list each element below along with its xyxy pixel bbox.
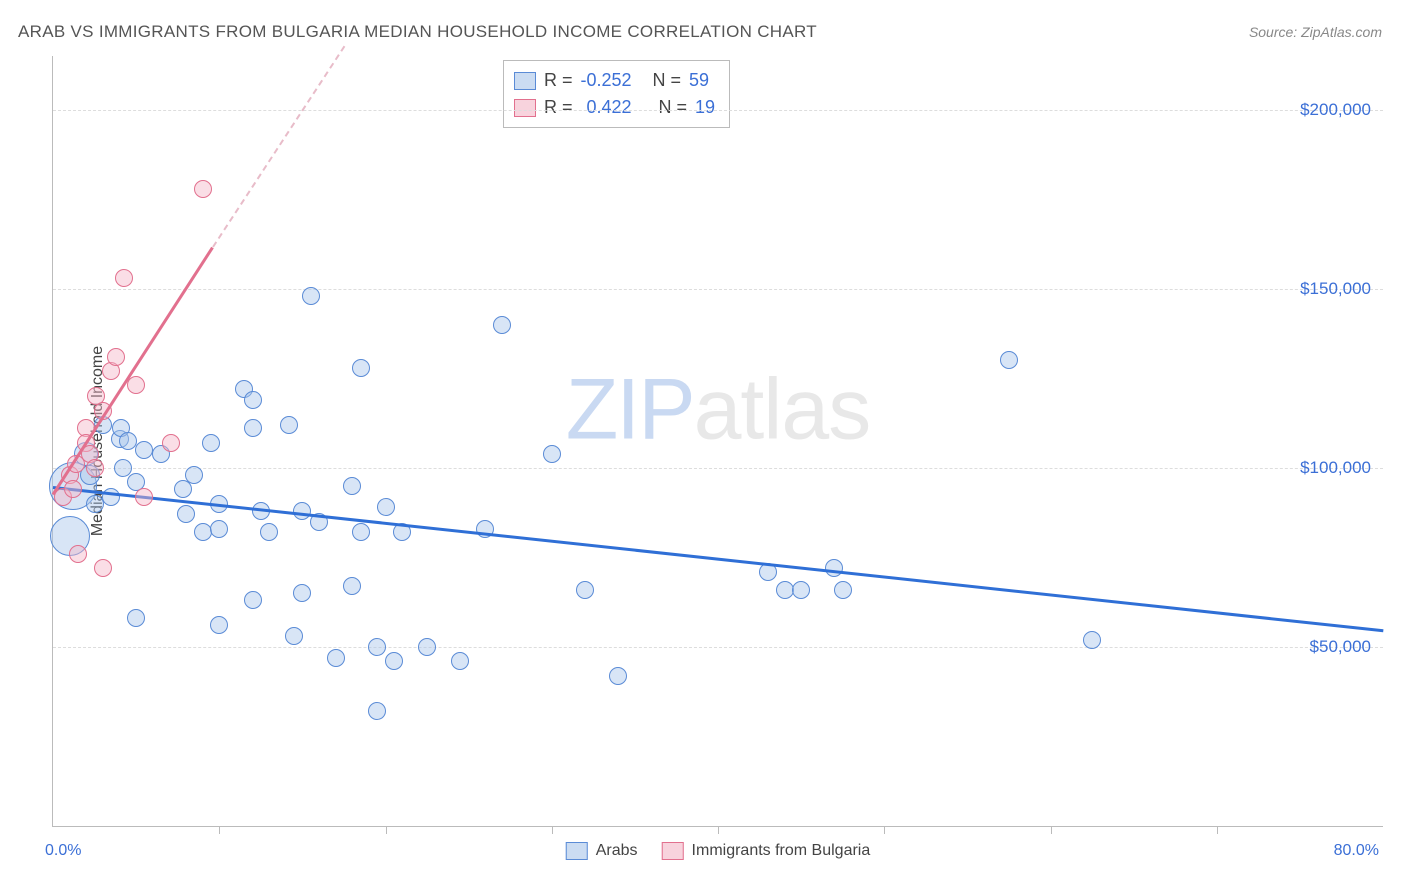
r-value-bulgaria: 0.422 bbox=[581, 94, 651, 121]
data-point-arabs bbox=[174, 480, 192, 498]
data-point-bulgaria bbox=[64, 480, 82, 498]
trend-line bbox=[53, 486, 1383, 632]
data-point-arabs bbox=[1000, 351, 1018, 369]
r-value-arabs: -0.252 bbox=[581, 67, 645, 94]
data-point-arabs bbox=[260, 523, 278, 541]
gridline bbox=[53, 289, 1383, 290]
y-tick-label: $100,000 bbox=[1300, 458, 1371, 478]
y-tick-label: $200,000 bbox=[1300, 100, 1371, 120]
data-point-arabs bbox=[368, 638, 386, 656]
data-point-arabs bbox=[244, 391, 262, 409]
gridline bbox=[53, 647, 1383, 648]
gridline bbox=[53, 468, 1383, 469]
series-legend: Arabs Immigrants from Bulgaria bbox=[566, 842, 871, 860]
swatch-bulgaria bbox=[514, 99, 536, 117]
data-point-arabs bbox=[327, 649, 345, 667]
source-attribution: Source: ZipAtlas.com bbox=[1249, 24, 1382, 40]
watermark: ZIPatlas bbox=[566, 361, 870, 460]
data-point-arabs bbox=[543, 445, 561, 463]
data-point-arabs bbox=[302, 287, 320, 305]
swatch-arabs bbox=[566, 842, 588, 860]
x-tick bbox=[718, 826, 719, 834]
data-point-arabs bbox=[343, 477, 361, 495]
data-point-arabs bbox=[202, 434, 220, 452]
data-point-arabs bbox=[834, 581, 852, 599]
data-point-bulgaria bbox=[107, 348, 125, 366]
data-point-arabs bbox=[377, 498, 395, 516]
scatter-plot: ZIPatlas Median Household Income 0.0% 80… bbox=[52, 56, 1383, 827]
data-point-arabs bbox=[352, 359, 370, 377]
x-tick bbox=[552, 826, 553, 834]
data-point-arabs bbox=[293, 584, 311, 602]
r-label: R = bbox=[544, 94, 573, 121]
data-point-arabs bbox=[418, 638, 436, 656]
x-tick bbox=[1217, 826, 1218, 834]
data-point-arabs bbox=[451, 652, 469, 670]
x-tick bbox=[386, 826, 387, 834]
swatch-arabs bbox=[514, 72, 536, 90]
watermark-atlas: atlas bbox=[694, 362, 871, 458]
chart-title: ARAB VS IMMIGRANTS FROM BULGARIA MEDIAN … bbox=[18, 22, 817, 42]
data-point-arabs bbox=[244, 591, 262, 609]
data-point-bulgaria bbox=[135, 488, 153, 506]
data-point-arabs bbox=[776, 581, 794, 599]
data-point-bulgaria bbox=[86, 459, 104, 477]
data-point-arabs bbox=[135, 441, 153, 459]
legend-item-arabs: Arabs bbox=[566, 842, 638, 860]
data-point-bulgaria bbox=[194, 180, 212, 198]
correlation-row-bulgaria: R = 0.422 N = 19 bbox=[514, 94, 715, 121]
data-point-arabs bbox=[114, 459, 132, 477]
x-tick bbox=[1051, 826, 1052, 834]
data-point-bulgaria bbox=[127, 376, 145, 394]
x-tick bbox=[884, 826, 885, 834]
correlation-legend: R = -0.252 N = 59 R = 0.422 N = 19 bbox=[503, 60, 730, 128]
data-point-arabs bbox=[385, 652, 403, 670]
legend-label-bulgaria: Immigrants from Bulgaria bbox=[692, 842, 871, 860]
x-tick bbox=[219, 826, 220, 834]
data-point-bulgaria bbox=[69, 545, 87, 563]
data-point-arabs bbox=[576, 581, 594, 599]
gridline bbox=[53, 110, 1383, 111]
data-point-arabs bbox=[86, 495, 104, 513]
x-axis-max-label: 80.0% bbox=[1334, 842, 1379, 860]
data-point-arabs bbox=[119, 432, 137, 450]
data-point-arabs bbox=[177, 505, 195, 523]
watermark-zip: ZIP bbox=[566, 362, 694, 458]
n-value-arabs: 59 bbox=[689, 67, 709, 94]
data-point-arabs bbox=[285, 627, 303, 645]
data-point-arabs bbox=[210, 616, 228, 634]
n-label: N = bbox=[653, 67, 682, 94]
data-point-arabs bbox=[210, 520, 228, 538]
legend-label-arabs: Arabs bbox=[596, 842, 638, 860]
data-point-arabs bbox=[127, 609, 145, 627]
data-point-arabs bbox=[792, 581, 810, 599]
data-point-arabs bbox=[493, 316, 511, 334]
data-point-arabs bbox=[293, 502, 311, 520]
data-point-arabs bbox=[368, 702, 386, 720]
data-point-arabs bbox=[244, 419, 262, 437]
data-point-arabs bbox=[194, 523, 212, 541]
legend-item-bulgaria: Immigrants from Bulgaria bbox=[662, 842, 871, 860]
data-point-arabs bbox=[1083, 631, 1101, 649]
x-axis-min-label: 0.0% bbox=[45, 842, 81, 860]
correlation-row-arabs: R = -0.252 N = 59 bbox=[514, 67, 715, 94]
data-point-bulgaria bbox=[94, 559, 112, 577]
data-point-arabs bbox=[825, 559, 843, 577]
data-point-arabs bbox=[102, 488, 120, 506]
data-point-bulgaria bbox=[115, 269, 133, 287]
data-point-bulgaria bbox=[162, 434, 180, 452]
r-label: R = bbox=[544, 67, 573, 94]
trend-line bbox=[212, 46, 345, 248]
data-point-arabs bbox=[343, 577, 361, 595]
trend-line bbox=[52, 246, 214, 495]
n-label: N = bbox=[659, 94, 688, 121]
data-point-arabs bbox=[352, 523, 370, 541]
data-point-arabs bbox=[280, 416, 298, 434]
data-point-arabs bbox=[185, 466, 203, 484]
swatch-bulgaria bbox=[662, 842, 684, 860]
n-value-bulgaria: 19 bbox=[695, 94, 715, 121]
y-tick-label: $150,000 bbox=[1300, 279, 1371, 299]
data-point-arabs bbox=[609, 667, 627, 685]
y-tick-label: $50,000 bbox=[1310, 637, 1371, 657]
